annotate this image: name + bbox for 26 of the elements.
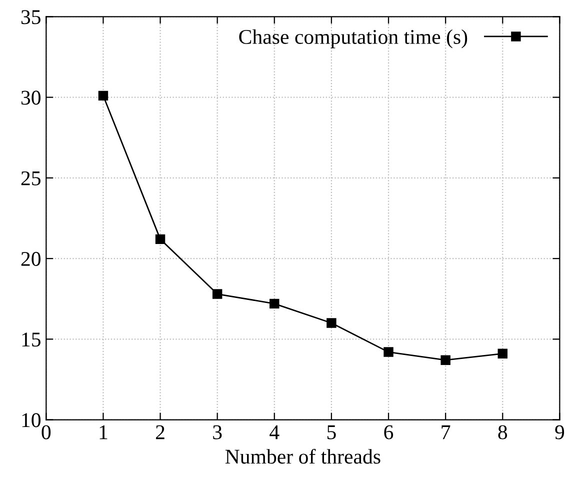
point <box>440 355 450 365</box>
x-tick-label: 7 <box>442 425 450 440</box>
x-tick-label: 8 <box>498 425 508 440</box>
y-tick-label: 30 <box>21 90 41 105</box>
point <box>98 90 108 101</box>
y-tick-label: 20 <box>21 252 41 266</box>
point <box>212 289 222 299</box>
point <box>384 347 394 357</box>
y-tick-label: 15 <box>22 332 40 347</box>
x-tick-label: 6 <box>384 425 394 440</box>
y-tick-label: 25 <box>21 171 40 186</box>
x-axis-title: Number of threads <box>225 448 380 464</box>
legend-label: Chase computation time (s) <box>239 29 468 48</box>
point <box>270 298 280 309</box>
x-tick-label: 5 <box>327 425 336 440</box>
point <box>155 234 166 244</box>
x-tick-label: 4 <box>270 425 280 440</box>
x-tick-label: 3 <box>213 425 222 440</box>
x-tick-label: 2 <box>156 425 164 440</box>
x-tick-label: 0 <box>42 425 51 440</box>
y-tick-label: 10 <box>22 413 41 428</box>
x-tick-label: 9 <box>555 425 564 440</box>
y-tick-label: 35 <box>21 10 40 24</box>
point <box>326 318 336 328</box>
point <box>498 348 508 359</box>
x-tick-label: 1 <box>100 425 108 440</box>
